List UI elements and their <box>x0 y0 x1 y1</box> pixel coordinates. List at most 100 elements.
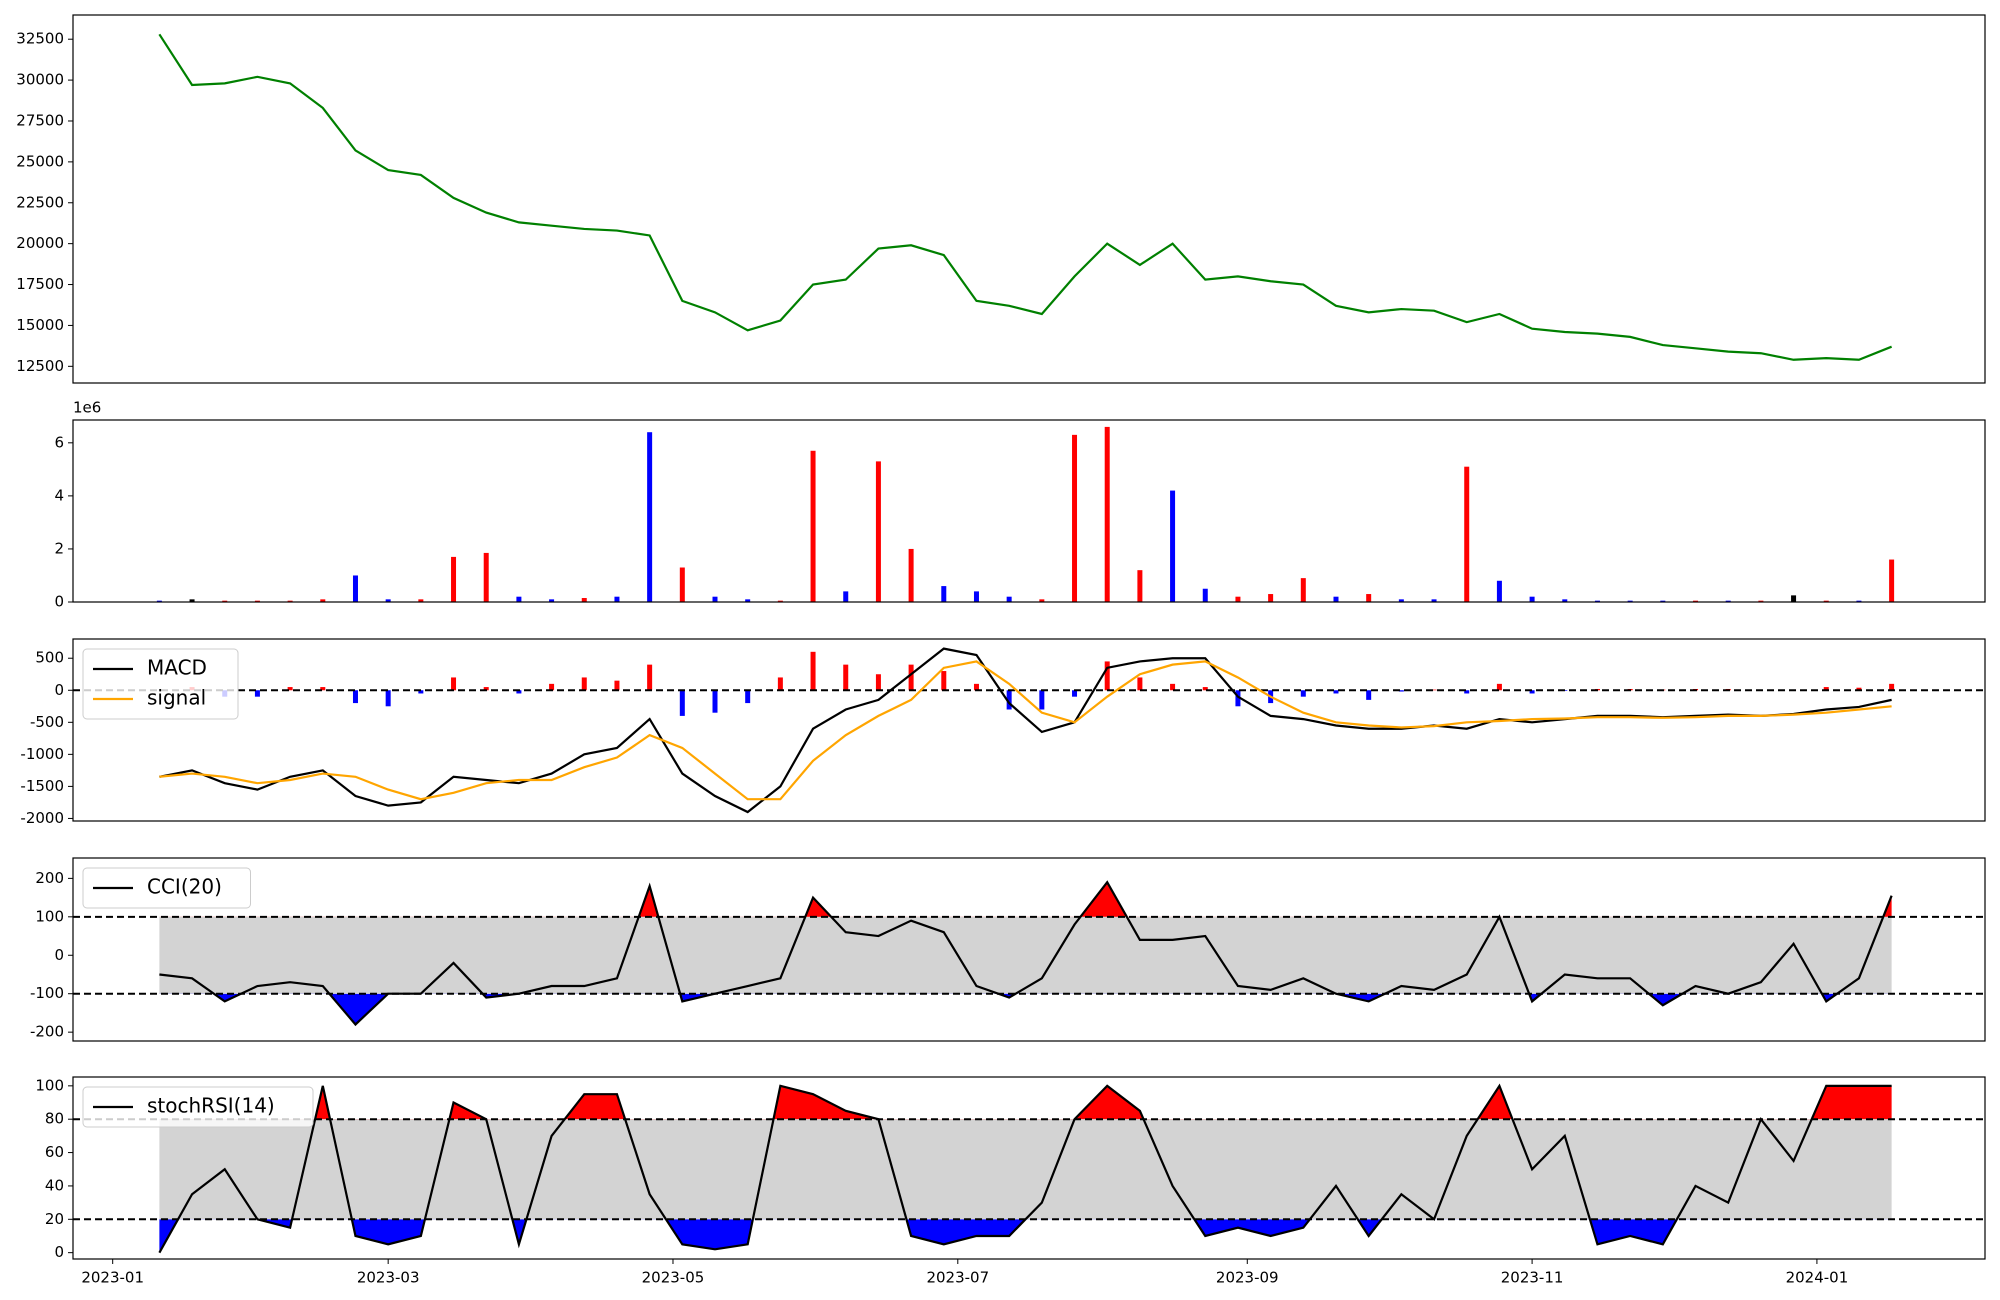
bar <box>1268 594 1274 602</box>
bar <box>1693 600 1699 602</box>
hist-bar <box>516 690 522 694</box>
y-tick-label: -1500 <box>20 777 64 795</box>
y-tick-label: 15000 <box>16 316 64 334</box>
bar <box>1006 596 1012 602</box>
y-tick-label: 0 <box>54 946 64 964</box>
hist-bar <box>1202 687 1208 691</box>
bar <box>156 600 162 602</box>
axes-frame <box>72 857 1986 1042</box>
bar <box>189 599 195 602</box>
bar <box>1300 578 1306 602</box>
y-tick-label: 32500 <box>16 30 64 48</box>
y-tick-label: 12500 <box>16 357 64 375</box>
bar <box>1464 466 1470 602</box>
threshold-band <box>159 916 1892 994</box>
bar <box>352 575 358 602</box>
hist-bar <box>1137 677 1143 691</box>
bar <box>777 600 783 602</box>
hist-bar <box>712 690 718 713</box>
hist-bar <box>1170 683 1176 691</box>
y-tick-label: 0 <box>54 593 64 611</box>
series-line <box>159 880 1893 1027</box>
y-tick-label: 200 <box>35 869 64 887</box>
series-line <box>159 647 1892 814</box>
bar <box>320 599 326 602</box>
legend-box <box>82 648 239 720</box>
x-tick-label: 2023-11 <box>1501 1269 1564 1287</box>
y-tick-label: 100 <box>35 1076 64 1094</box>
bar <box>1627 600 1633 602</box>
legend-label: CCI(20) <box>147 875 222 899</box>
bar <box>679 567 685 602</box>
hist-bar <box>352 690 358 704</box>
y-tick-label: 500 <box>35 649 64 667</box>
bar <box>451 556 457 602</box>
bar <box>647 432 653 602</box>
bar <box>1758 600 1764 602</box>
hist-bar <box>1366 690 1372 700</box>
bar <box>418 599 424 602</box>
hist-bar <box>777 677 783 691</box>
y-tick-label: 25000 <box>16 152 64 170</box>
hist-bar <box>1529 690 1535 694</box>
y-tick-label: -100 <box>30 984 64 1002</box>
series-line <box>158 33 1893 361</box>
x-tick-label: 2023-03 <box>357 1269 420 1287</box>
bar <box>1529 596 1535 602</box>
hist-bar <box>973 683 979 691</box>
bar <box>1104 426 1110 602</box>
hist-bar <box>483 687 489 691</box>
hist-bar <box>1398 690 1404 692</box>
bar <box>1791 595 1797 602</box>
y-tick-label: 22500 <box>16 193 64 211</box>
bar <box>1170 490 1176 602</box>
hist-bar <box>875 674 881 691</box>
bar <box>1856 600 1862 602</box>
y-tick-label: 60 <box>45 1143 64 1161</box>
bar <box>1333 596 1339 602</box>
hist-bar <box>1823 687 1829 691</box>
bar <box>483 552 489 602</box>
y-tick-label: 100 <box>35 907 64 925</box>
hist-bar <box>1072 690 1078 697</box>
bar <box>1398 599 1404 602</box>
y-tick-label: 2 <box>54 539 64 557</box>
y-tick-label: 0 <box>54 1243 64 1261</box>
bar <box>712 596 718 602</box>
bar <box>875 461 881 602</box>
bar <box>973 591 979 602</box>
hist-bar <box>1333 690 1339 694</box>
bar <box>581 598 587 602</box>
hist-bar <box>451 677 457 691</box>
hist-bar <box>810 651 816 691</box>
hist-bar <box>1856 687 1862 691</box>
bar <box>287 600 293 602</box>
hist-bar <box>1496 683 1502 691</box>
bar <box>908 548 914 602</box>
bar <box>222 600 228 602</box>
bar <box>254 600 260 602</box>
y-tick-label: 4 <box>54 486 64 504</box>
bar <box>549 599 555 602</box>
bar <box>385 599 391 602</box>
y-tick-label: -1000 <box>20 745 64 763</box>
hist-bar <box>254 690 260 697</box>
hist-bar <box>941 671 947 691</box>
hist-bar <box>1431 689 1437 691</box>
bar <box>1889 559 1895 602</box>
hist-bar <box>679 690 685 716</box>
legend-box <box>82 1086 314 1128</box>
bar <box>1137 570 1143 602</box>
hist-bar <box>418 690 424 694</box>
hist-bar <box>745 690 751 704</box>
hist-bar <box>1104 661 1110 691</box>
y-tick-label: 30000 <box>16 71 64 89</box>
axes-frame <box>72 638 1986 822</box>
hist-bar <box>647 664 653 691</box>
below-fill <box>213 993 1838 1025</box>
bar <box>843 591 849 602</box>
bar <box>614 596 620 602</box>
bar <box>1072 434 1078 602</box>
y-tick-label: 20 <box>45 1210 64 1228</box>
